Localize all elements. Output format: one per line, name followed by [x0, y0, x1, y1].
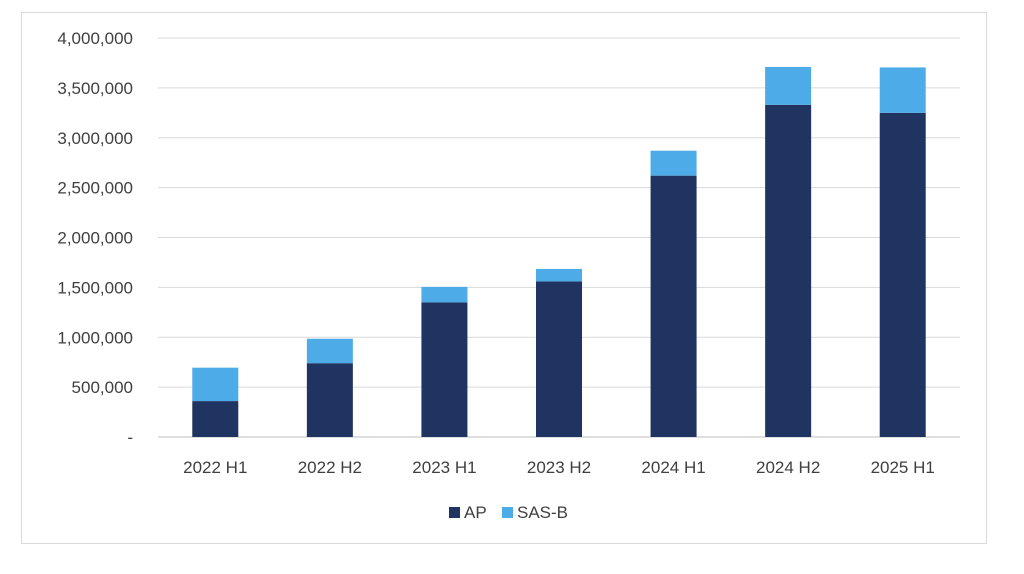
y-tick-label: 3,500,000: [57, 79, 133, 98]
legend-label: AP: [464, 503, 487, 522]
y-tick-label: 2,000,000: [57, 229, 133, 248]
bar-ap: [765, 104, 812, 438]
bar-ap: [192, 401, 239, 437]
x-tick-label: 2024 H1: [641, 458, 705, 477]
x-tick-label: 2022 H1: [183, 458, 247, 477]
bar-ap: [536, 281, 582, 437]
y-tick-label: 3,000,000: [57, 129, 133, 148]
legend-swatch: [502, 507, 513, 518]
chart-frame: [21, 12, 987, 544]
x-tick-label: 2023 H1: [412, 458, 476, 477]
y-tick-label: -: [127, 428, 133, 447]
legend-label: SAS-B: [517, 503, 568, 522]
y-tick-label: 500,000: [72, 378, 133, 397]
bar-sas-b: [765, 66, 812, 105]
x-tick-label: 2025 H1: [871, 458, 935, 477]
bar-sas-b: [536, 268, 582, 282]
bar-sas-b: [879, 67, 926, 113]
legend-swatch: [449, 507, 460, 518]
y-tick-label: 1,500,000: [57, 278, 133, 297]
bar-sas-b: [306, 338, 353, 364]
x-tick-label: 2023 H2: [527, 458, 591, 477]
x-tick-label: 2022 H2: [298, 458, 362, 477]
bar-sas-b: [650, 150, 697, 176]
bar-sas-b: [421, 286, 468, 303]
y-tick-label: 1,000,000: [57, 328, 133, 347]
y-tick-label: 4,000,000: [57, 29, 133, 48]
y-tick-label: 2,500,000: [57, 179, 133, 198]
bar-ap: [879, 112, 926, 437]
x-tick-label: 2024 H2: [756, 458, 820, 477]
bar-ap: [650, 175, 697, 437]
bar-ap: [306, 363, 353, 437]
bar-ap: [421, 302, 468, 437]
bar-sas-b: [192, 367, 239, 402]
